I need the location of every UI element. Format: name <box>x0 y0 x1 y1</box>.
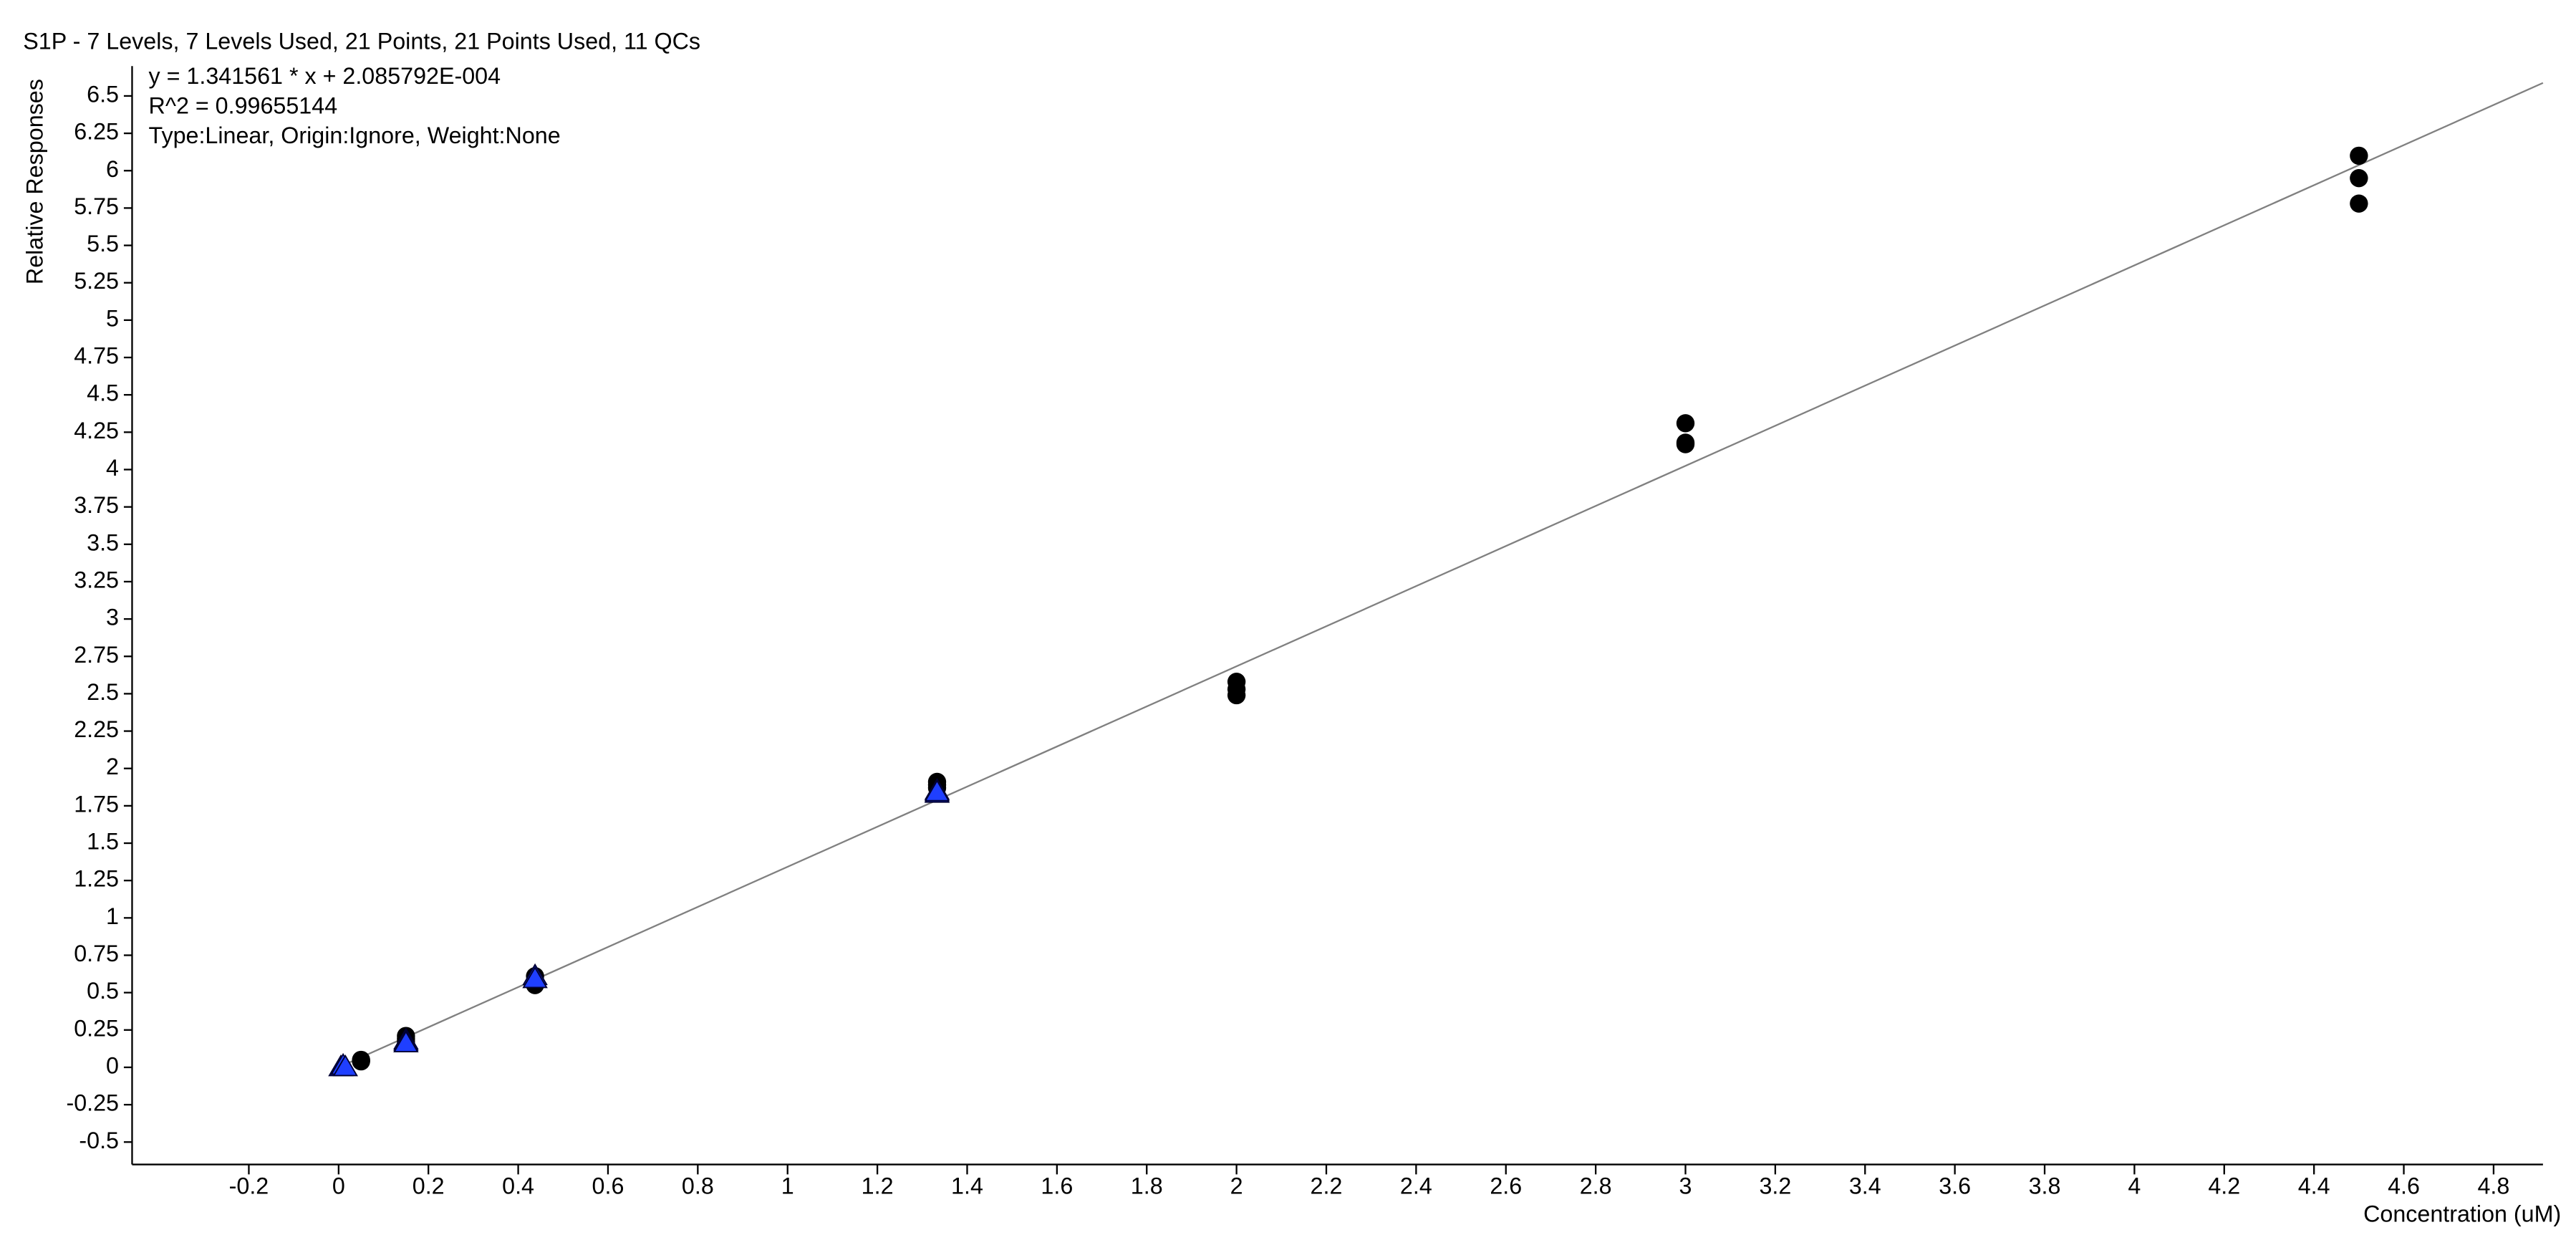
standard-point <box>1676 414 1695 433</box>
x-axis-title: Concentration (uM) <box>2363 1201 2561 1227</box>
y-tick-label: 4.5 <box>87 380 119 406</box>
x-tick-label: 4.4 <box>2298 1173 2330 1198</box>
y-tick-label: 2 <box>106 754 119 779</box>
y-tick-label: 1.5 <box>87 829 119 855</box>
y-tick-label: 2.75 <box>74 642 119 668</box>
x-tick-label: 3.2 <box>1759 1173 1791 1198</box>
standard-point <box>352 1050 370 1070</box>
y-tick-label: 1 <box>106 903 119 929</box>
y-tick-label: 4.75 <box>74 343 119 369</box>
y-tick-label: 2.25 <box>74 716 119 742</box>
y-tick-label: 6 <box>106 156 119 182</box>
r-squared: R^2 = 0.99655144 <box>149 92 338 118</box>
x-tick-label: 2.8 <box>1580 1173 1612 1198</box>
y-tick-label: -0.5 <box>79 1128 119 1153</box>
y-tick-label: 3.5 <box>87 529 119 555</box>
x-tick-label: 1 <box>781 1173 794 1198</box>
y-tick-label: 6.25 <box>74 119 119 145</box>
y-tick-label: 0.25 <box>74 1015 119 1041</box>
standard-point <box>2350 146 2368 165</box>
x-tick-label: 0.2 <box>413 1173 445 1198</box>
y-axis-title: Relative Responses <box>21 79 47 284</box>
y-tick-label: 3 <box>106 605 119 630</box>
standard-point <box>2350 194 2368 213</box>
x-tick-label: 4.6 <box>2388 1173 2420 1198</box>
y-tick-label: 5 <box>106 305 119 331</box>
x-tick-label: 2 <box>1230 1173 1243 1198</box>
y-tick-label: 0.75 <box>74 941 119 966</box>
qc-point <box>924 779 950 802</box>
standard-point <box>2350 169 2368 188</box>
qc-point <box>522 966 548 989</box>
x-tick-label: 0.6 <box>592 1173 624 1198</box>
fit-type: Type:Linear, Origin:Ignore, Weight:None <box>149 122 561 148</box>
y-tick-label: 2.5 <box>87 679 119 705</box>
x-tick-label: -0.2 <box>229 1173 269 1198</box>
fit-line <box>340 82 2544 1067</box>
standard-point <box>1227 686 1246 705</box>
y-tick-label: 5.5 <box>87 231 119 256</box>
x-tick-label: 4 <box>2128 1173 2141 1198</box>
x-tick-label: 0.8 <box>682 1173 714 1198</box>
y-tick-label: 1.75 <box>74 791 119 817</box>
x-tick-label: 1.2 <box>862 1173 894 1198</box>
x-tick-label: 3.6 <box>1939 1173 1971 1198</box>
qc-point <box>393 1030 419 1053</box>
y-tick-label: 6.5 <box>87 81 119 107</box>
y-tick-label: -0.25 <box>66 1090 119 1116</box>
x-tick-label: 1.4 <box>951 1173 983 1198</box>
x-tick-label: 3.4 <box>1849 1173 1881 1198</box>
standard-point <box>1676 433 1695 452</box>
chart-title: S1P - 7 Levels, 7 Levels Used, 21 Points… <box>23 28 700 54</box>
y-tick-label: 5.75 <box>74 193 119 219</box>
y-tick-label: 3.75 <box>74 492 119 518</box>
y-tick-label: 4 <box>106 455 119 481</box>
y-tick-label: 5.25 <box>74 268 119 294</box>
x-tick-label: 0.4 <box>502 1173 534 1198</box>
x-tick-label: 4.8 <box>2477 1173 2509 1198</box>
x-tick-label: 0 <box>332 1173 345 1198</box>
x-tick-label: 2.6 <box>1490 1173 1522 1198</box>
x-tick-label: 1.8 <box>1131 1173 1163 1198</box>
y-tick-label: 0 <box>106 1052 119 1078</box>
x-tick-label: 1.6 <box>1041 1173 1073 1198</box>
x-tick-label: 4.2 <box>2208 1173 2240 1198</box>
y-tick-label: 4.25 <box>74 418 119 443</box>
x-tick-label: 3 <box>1679 1173 1692 1198</box>
x-tick-label: 2.4 <box>1400 1173 1432 1198</box>
x-tick-label: 3.8 <box>2029 1173 2061 1198</box>
equation: y = 1.341561 * x + 2.085792E-004 <box>149 63 501 89</box>
x-tick-label: 2.2 <box>1311 1173 1343 1198</box>
y-tick-label: 3.25 <box>74 567 119 592</box>
y-tick-label: 0.5 <box>87 978 119 1004</box>
qc-point <box>332 1054 358 1077</box>
y-tick-label: 1.25 <box>74 866 119 892</box>
